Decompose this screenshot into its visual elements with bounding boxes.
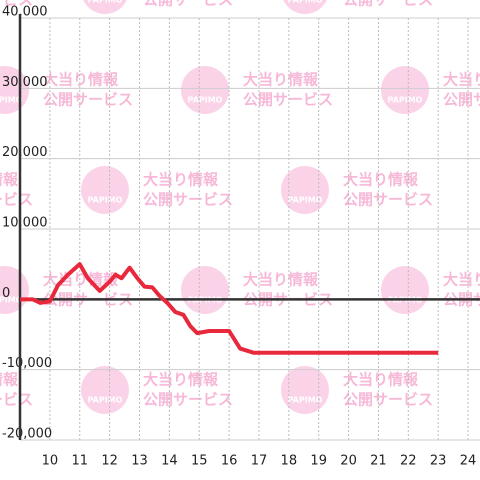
watermark-text: 公開サービス [343,191,433,209]
watermark-text: 大当り情報 [143,371,219,389]
y-tick-label: 20,000 [2,145,48,160]
watermark-text: 公開サービス [343,391,433,409]
y-tick-label: 10,000 [2,216,48,231]
watermark-logo-text: PAPIMO [88,396,123,405]
watermark-text: 大当り情報 [343,171,419,189]
watermark-logo-text: PAPIMO [188,96,223,105]
watermark-logo [381,66,429,114]
watermark-text: 公開サービス [143,391,233,409]
x-tick-label: 18 [281,454,298,469]
watermark-logo [81,166,129,214]
y-tick-label: 30,000 [2,75,48,90]
watermark-text: 大当り情報 [0,171,19,189]
watermark-text: 公開サービス [0,391,33,409]
x-tick-label: 19 [310,454,327,469]
y-tick-label: -10,000 [2,356,52,371]
watermark-text: 大当り情報 [43,71,119,89]
x-tick-label: 21 [370,454,387,469]
watermark-logo-text: PAPIMO [288,396,323,405]
watermark-logo [0,266,29,314]
watermark-text: 大当り情報 [143,171,219,189]
watermark-logo-text: PAPIMO [0,296,23,305]
watermark-logo [0,66,29,114]
watermark-text: 大当り情報 [0,371,19,389]
x-tick-label: 13 [131,454,148,469]
watermark-text: 公開サービス [43,91,133,109]
watermark-logo-text: PAPIMO [288,196,323,205]
line [20,262,439,355]
watermark-text: 大当り情報 [243,71,319,89]
watermark-text: 大当り情報 [243,271,319,289]
x-tick-label: 10 [42,454,59,469]
watermark-logo [181,66,229,114]
x-tick-label: 23 [430,454,447,469]
y-tick-label: -20,000 [2,427,52,442]
x-tick-label: 11 [71,454,88,469]
watermark-text: 公開サービス [143,191,233,209]
watermark-logo [81,366,129,414]
watermark-logo [281,166,329,214]
watermark-text: 大当り情報 [443,71,480,89]
x-tick-label: 16 [221,454,238,469]
watermark-logo [181,266,229,314]
watermark-logo [381,266,429,314]
watermark-text: 公開サービス [343,0,433,9]
x-tick-label: 14 [161,454,178,469]
x-tick-label: 17 [251,454,268,469]
watermark-logo-text: PAPIMO [0,96,23,105]
x-tick-label: 22 [400,454,417,469]
watermark-text: 公開サービス [143,0,233,9]
watermark-text: 大当り情報 [343,371,419,389]
watermark-text: 公開サービス [0,0,33,9]
watermark-text: 大当り情報 [443,271,480,289]
watermark-text: 公開サービス [243,91,333,109]
watermark-text: 公開サービス [443,91,480,109]
x-tick-label: 24 [460,454,477,469]
watermark-logo [83,0,127,14]
x-tick-label: 12 [101,454,118,469]
watermark-text: 大当り情報 [43,271,119,289]
watermark-logo [281,366,329,414]
y-tick-label: 0 [2,286,10,301]
watermark-text: 公開サービス [0,191,33,209]
x-tick-label: 20 [340,454,357,469]
watermark-logo [283,0,327,14]
x-tick-label: 15 [191,454,208,469]
watermark-logo-text: PAPIMO [288,0,323,5]
watermark-logo-text: PAPIMO [88,196,123,205]
y-tick-label: 40,000 [2,5,48,20]
watermark-logo-text: PAPIMO [388,96,423,105]
watermark-logo-text: PAPIMO [88,0,123,5]
